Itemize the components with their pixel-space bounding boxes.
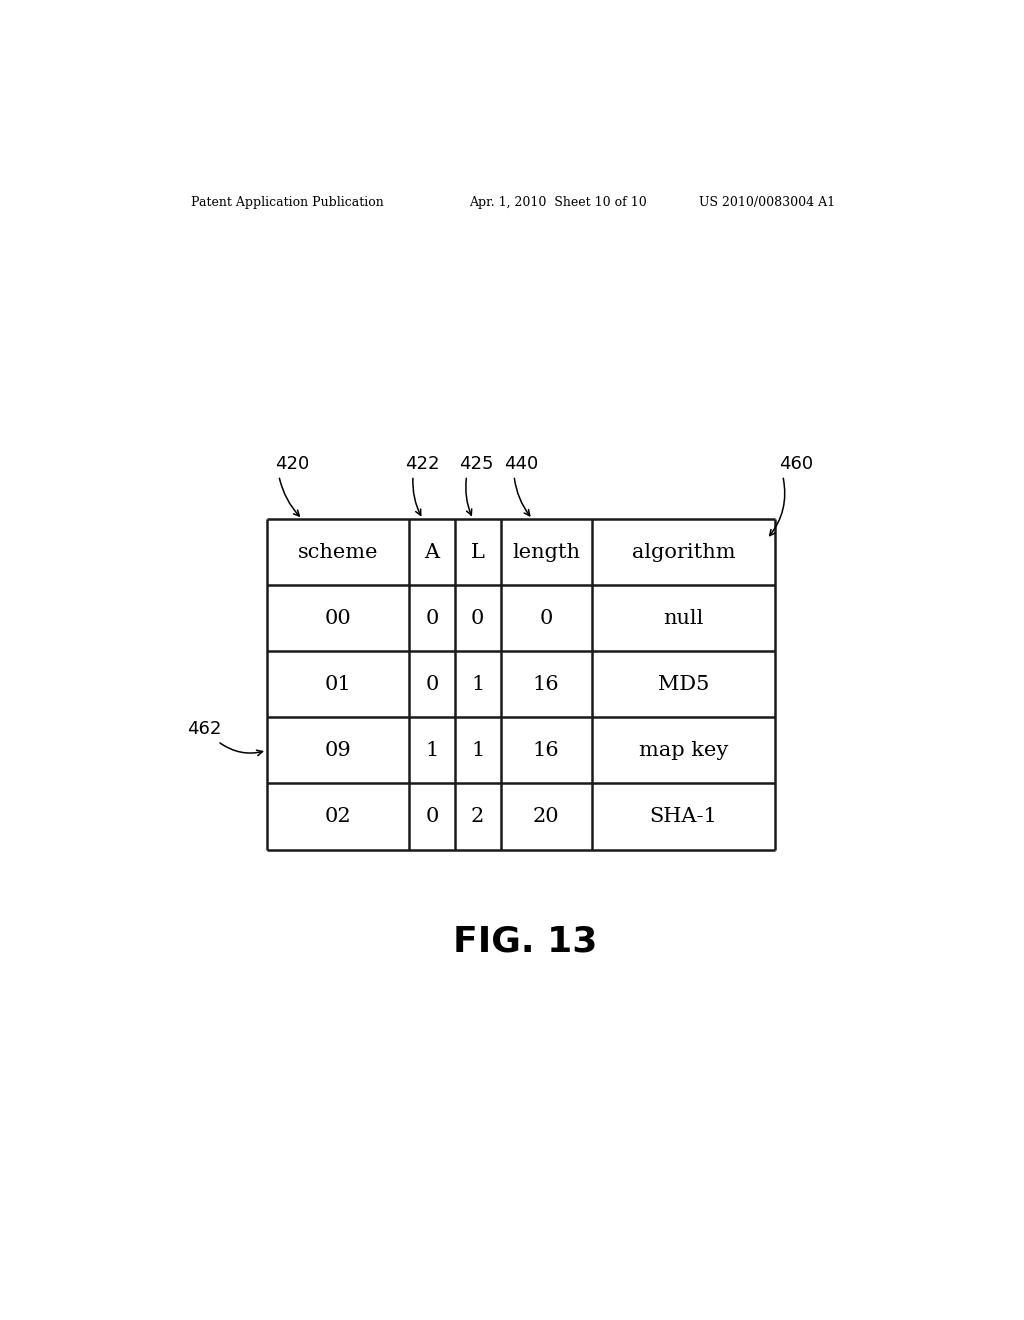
Text: length: length: [512, 543, 581, 562]
Text: 420: 420: [274, 455, 309, 474]
Text: 20: 20: [532, 807, 559, 826]
Text: US 2010/0083004 A1: US 2010/0083004 A1: [699, 195, 836, 209]
Text: L: L: [471, 543, 484, 562]
Text: 425: 425: [459, 455, 494, 474]
Text: 09: 09: [325, 741, 351, 760]
Text: 462: 462: [187, 721, 222, 738]
Text: 0: 0: [540, 609, 553, 628]
Text: Patent Application Publication: Patent Application Publication: [191, 195, 384, 209]
Text: map key: map key: [639, 741, 728, 760]
Text: 1: 1: [471, 741, 484, 760]
Text: 01: 01: [325, 675, 351, 694]
Text: 1: 1: [471, 675, 484, 694]
Text: 0: 0: [425, 609, 438, 628]
Text: SHA-1: SHA-1: [649, 807, 717, 826]
Text: null: null: [664, 609, 703, 628]
Text: 1: 1: [425, 741, 438, 760]
Text: Apr. 1, 2010  Sheet 10 of 10: Apr. 1, 2010 Sheet 10 of 10: [469, 195, 647, 209]
Text: 00: 00: [325, 609, 351, 628]
Text: 0: 0: [425, 807, 438, 826]
Text: 16: 16: [532, 675, 559, 694]
Text: 2: 2: [471, 807, 484, 826]
Text: 02: 02: [325, 807, 351, 826]
Text: scheme: scheme: [298, 543, 378, 562]
Text: algorithm: algorithm: [632, 543, 735, 562]
Text: A: A: [424, 543, 439, 562]
Text: 16: 16: [532, 741, 559, 760]
Text: 460: 460: [778, 455, 813, 474]
Text: 440: 440: [505, 455, 539, 474]
Text: 422: 422: [406, 455, 439, 474]
Text: MD5: MD5: [657, 675, 709, 694]
Text: 0: 0: [471, 609, 484, 628]
Text: FIG. 13: FIG. 13: [453, 924, 597, 958]
Text: 0: 0: [425, 675, 438, 694]
